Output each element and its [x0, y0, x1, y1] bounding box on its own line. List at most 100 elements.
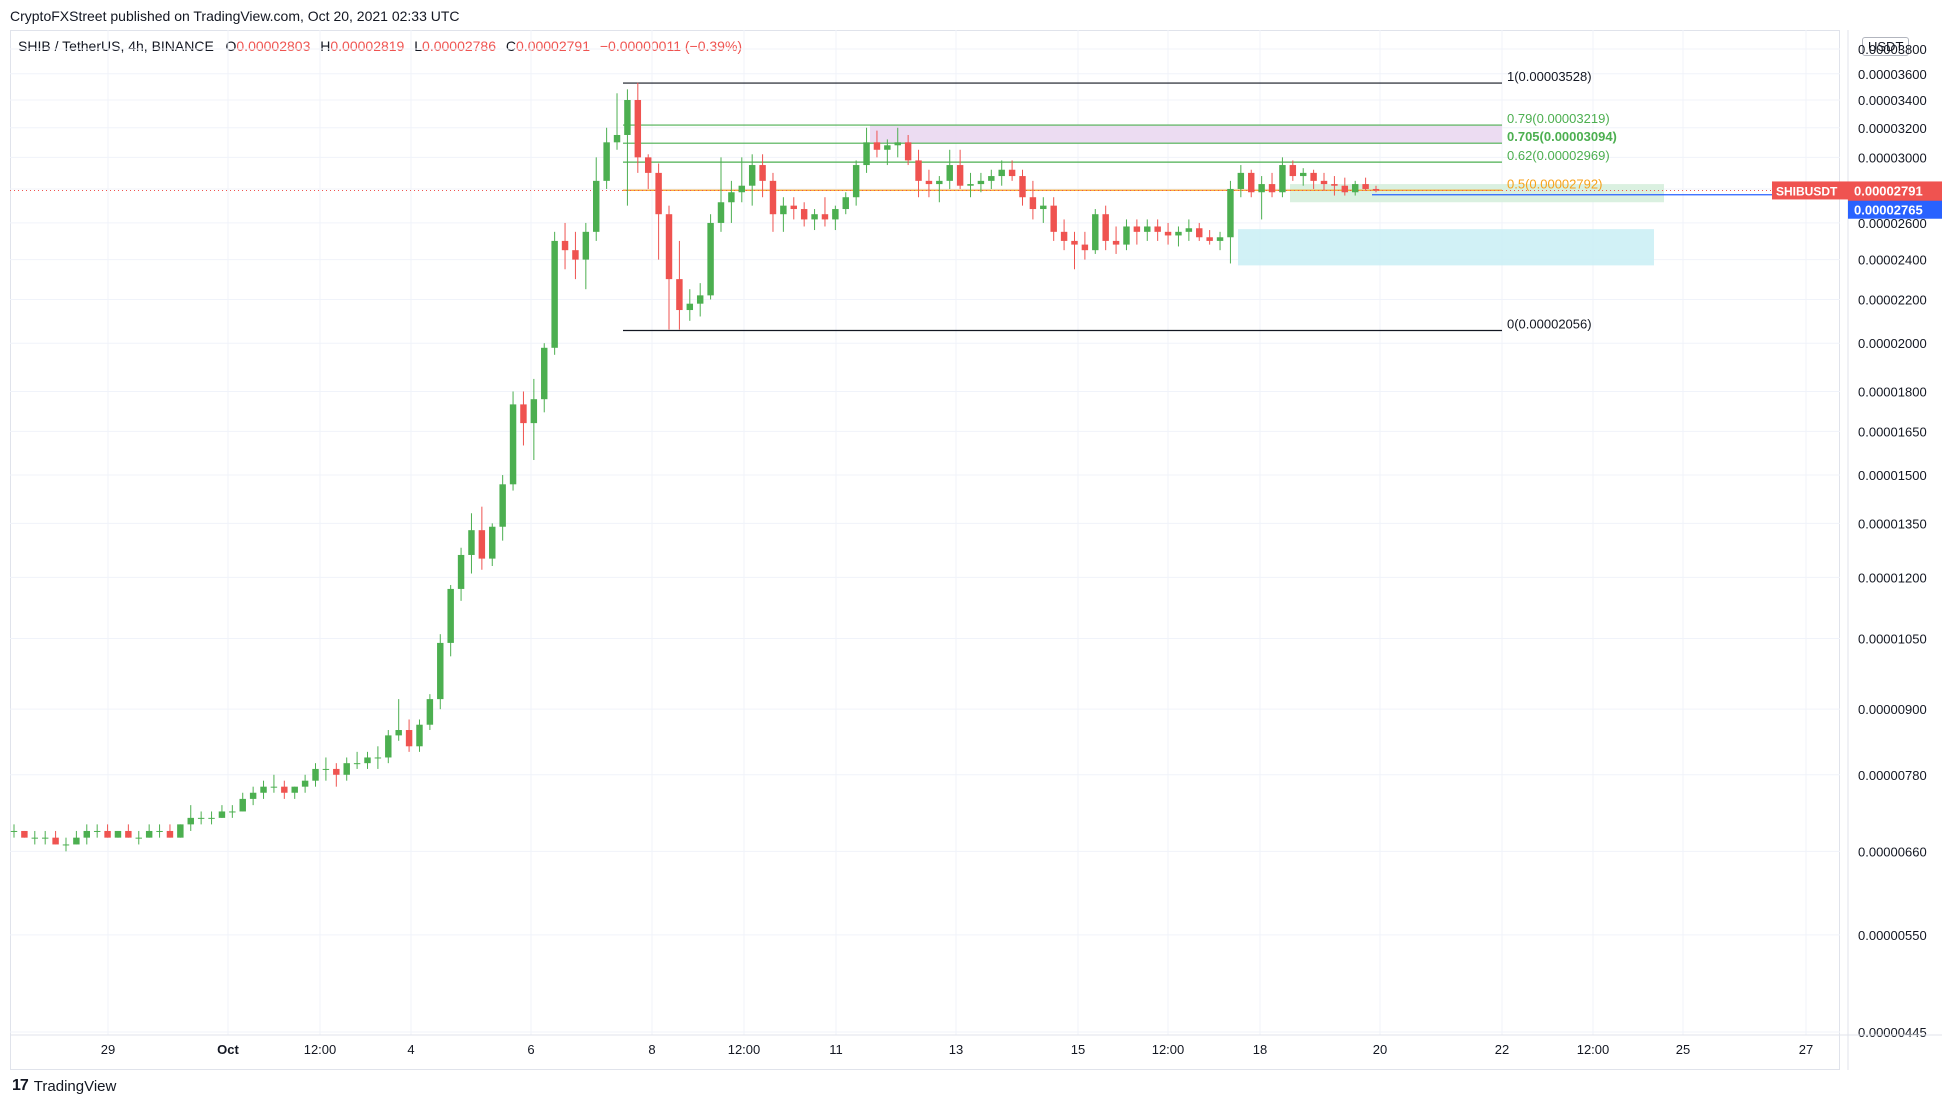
candle-body [551, 240, 558, 348]
candle-body [832, 209, 839, 220]
symbol-name[interactable]: SHIB / TetherUS, 4h, BINANCE [18, 38, 214, 54]
low-value: 0.00002786 [422, 38, 496, 54]
candle-body [852, 165, 860, 198]
chart-frame [10, 30, 1840, 1070]
candle-body [1216, 237, 1224, 241]
y-tick-label: 0.00001800 [1858, 384, 1927, 399]
candle-body [405, 730, 413, 747]
y-tick-label: 0.00002200 [1858, 293, 1927, 308]
candle-body [1071, 240, 1078, 245]
candle-body [904, 142, 912, 161]
candle-body [1268, 184, 1276, 193]
y-tick-label: 0.00003800 [1858, 42, 1927, 57]
candle-body [218, 811, 226, 818]
candle-body [312, 768, 319, 781]
y-tick-label: 0.00002600 [1858, 216, 1927, 231]
candle-body [1081, 244, 1089, 251]
candle-body [41, 837, 49, 839]
candle-body [884, 145, 891, 150]
x-tick-label: 18 [1253, 1042, 1267, 1057]
y-tick-label: 0.00003200 [1858, 121, 1927, 136]
candle-body [1112, 240, 1120, 245]
x-tick-label: 12:00 [728, 1042, 761, 1057]
candle-body [1175, 231, 1182, 236]
candle-body [738, 185, 746, 193]
footer-brand: TradingView [33, 1077, 117, 1095]
tradingview-logo-icon: 17 [12, 1077, 29, 1094]
line-price-tag [1848, 200, 1942, 219]
candle-body [894, 142, 901, 146]
candle-body [374, 757, 382, 759]
x-tick-label: 12:00 [1577, 1042, 1610, 1057]
candle-body [343, 763, 350, 775]
candle-body [114, 830, 122, 838]
candle-body [946, 165, 953, 181]
y-tick-label: 0.00003400 [1858, 93, 1927, 108]
candle-body [1331, 184, 1338, 186]
open-value: 0.00002803 [236, 38, 311, 54]
candle-body [1237, 172, 1245, 189]
candle-body [385, 735, 392, 758]
y-tick-label: 0.00003000 [1858, 150, 1927, 165]
candle-body [322, 768, 330, 770]
candle-body [1341, 185, 1349, 193]
currency-selector[interactable]: USDT [1862, 37, 1910, 56]
candle-body [1351, 184, 1359, 193]
candle-body [873, 142, 881, 150]
candle-body [426, 699, 434, 725]
fib-level-label: 0(0.00002056) [1507, 317, 1592, 332]
y-tick-label: 0.00003600 [1858, 67, 1927, 82]
candle-body [530, 399, 538, 424]
candle-body [634, 99, 642, 158]
candle-body [187, 817, 194, 825]
candle-body [624, 99, 631, 135]
y-tick-label: 0.00001650 [1858, 424, 1927, 439]
x-tick-label: 13 [949, 1042, 963, 1057]
candle-body [437, 642, 444, 700]
candle-body [541, 347, 548, 400]
zone-demand [1238, 229, 1654, 266]
x-tick-label: 20 [1373, 1042, 1387, 1057]
candle-body [572, 250, 579, 260]
candle-body [93, 830, 101, 832]
x-tick-label: 4 [407, 1042, 414, 1057]
x-tick-label: 8 [648, 1042, 655, 1057]
x-tick-label: 25 [1676, 1042, 1690, 1057]
candle-body [603, 142, 610, 181]
candle-body [208, 817, 215, 819]
x-tick-label: 12:00 [1152, 1042, 1185, 1057]
candle-body [769, 180, 777, 215]
candle-body [62, 844, 70, 846]
symbol-legend[interactable]: SHIB / TetherUS, 4h, BINANCE O0.00002803… [18, 38, 748, 54]
candle-body [73, 837, 80, 845]
candle-body [1123, 226, 1130, 245]
candle-body [728, 192, 735, 203]
high-label: H [320, 38, 331, 54]
candle-body [925, 180, 933, 185]
high-value: 0.00002819 [330, 38, 405, 54]
candle-body [665, 214, 673, 280]
candle-body [956, 165, 964, 186]
y-tick-label: 0.00001350 [1858, 516, 1927, 531]
candle-body [593, 180, 600, 232]
candle-body [10, 830, 18, 832]
candle-body [686, 303, 694, 311]
candle-body [177, 824, 184, 838]
candle-body [582, 231, 590, 260]
change-value: −0.00000011 (−0.39%) [599, 38, 743, 54]
candle-body [842, 197, 849, 210]
candle-body [1310, 172, 1317, 181]
candle-body [780, 205, 787, 215]
candle-body [707, 222, 714, 296]
symbol-tag [1772, 181, 1848, 200]
candle-body [1320, 180, 1328, 185]
candle-body [104, 830, 111, 838]
y-tick-label: 0.00001200 [1858, 570, 1927, 585]
y-tick-label: 0.00000550 [1858, 928, 1927, 943]
candle-body [800, 209, 808, 220]
close-value: 0.00002791 [516, 38, 590, 54]
x-tick-label: Oct [217, 1042, 239, 1057]
candle-body [1258, 184, 1265, 193]
fib-level-label: 0.62(0.00002969) [1507, 148, 1610, 163]
